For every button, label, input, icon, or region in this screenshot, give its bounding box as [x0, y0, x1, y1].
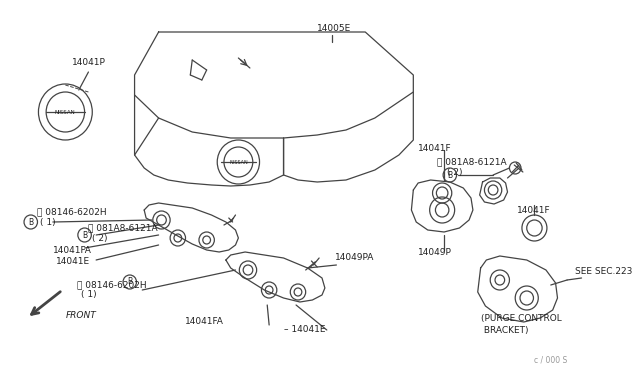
Text: 14041E: 14041E: [56, 257, 90, 266]
Text: c / 000 S: c / 000 S: [534, 356, 567, 365]
Text: B: B: [28, 218, 33, 227]
Text: Ⓑ 081A8-6121A: Ⓑ 081A8-6121A: [88, 224, 158, 232]
Text: B: B: [447, 170, 452, 180]
Text: ( 2): ( 2): [447, 167, 463, 176]
Text: 14049PA: 14049PA: [335, 253, 374, 263]
Text: 14041P: 14041P: [72, 58, 106, 67]
Text: 14005E: 14005E: [317, 23, 351, 32]
Circle shape: [78, 228, 92, 242]
Text: Ⓑ 08146-6202H: Ⓑ 08146-6202H: [36, 208, 106, 217]
Circle shape: [24, 215, 38, 229]
Text: – 14041E: – 14041E: [284, 326, 325, 334]
Text: Ⓑ 08146-6202H: Ⓑ 08146-6202H: [77, 280, 147, 289]
Text: SEE SEC.223: SEE SEC.223: [575, 267, 632, 276]
Text: B: B: [127, 278, 132, 286]
Text: 14041F: 14041F: [418, 144, 452, 153]
Text: NISSAN: NISSAN: [55, 109, 76, 115]
Text: NISSAN: NISSAN: [229, 160, 248, 164]
Text: BRACKET): BRACKET): [481, 326, 528, 334]
Text: B: B: [82, 231, 87, 240]
Text: 14049P: 14049P: [418, 247, 452, 257]
Text: 14041FA: 14041FA: [184, 317, 223, 327]
Text: 14041FA: 14041FA: [53, 246, 92, 254]
Text: 14041F: 14041F: [517, 205, 551, 215]
Text: ( 2): ( 2): [92, 234, 108, 243]
Circle shape: [443, 168, 456, 182]
Text: Ⓑ 081A8-6121A: Ⓑ 081A8-6121A: [437, 157, 507, 167]
Text: ( 1): ( 1): [40, 218, 56, 227]
Text: (PURGE CONTROL: (PURGE CONTROL: [481, 314, 561, 323]
Circle shape: [123, 275, 136, 289]
Text: ( 1): ( 1): [81, 291, 97, 299]
Text: FRONT: FRONT: [65, 311, 96, 321]
